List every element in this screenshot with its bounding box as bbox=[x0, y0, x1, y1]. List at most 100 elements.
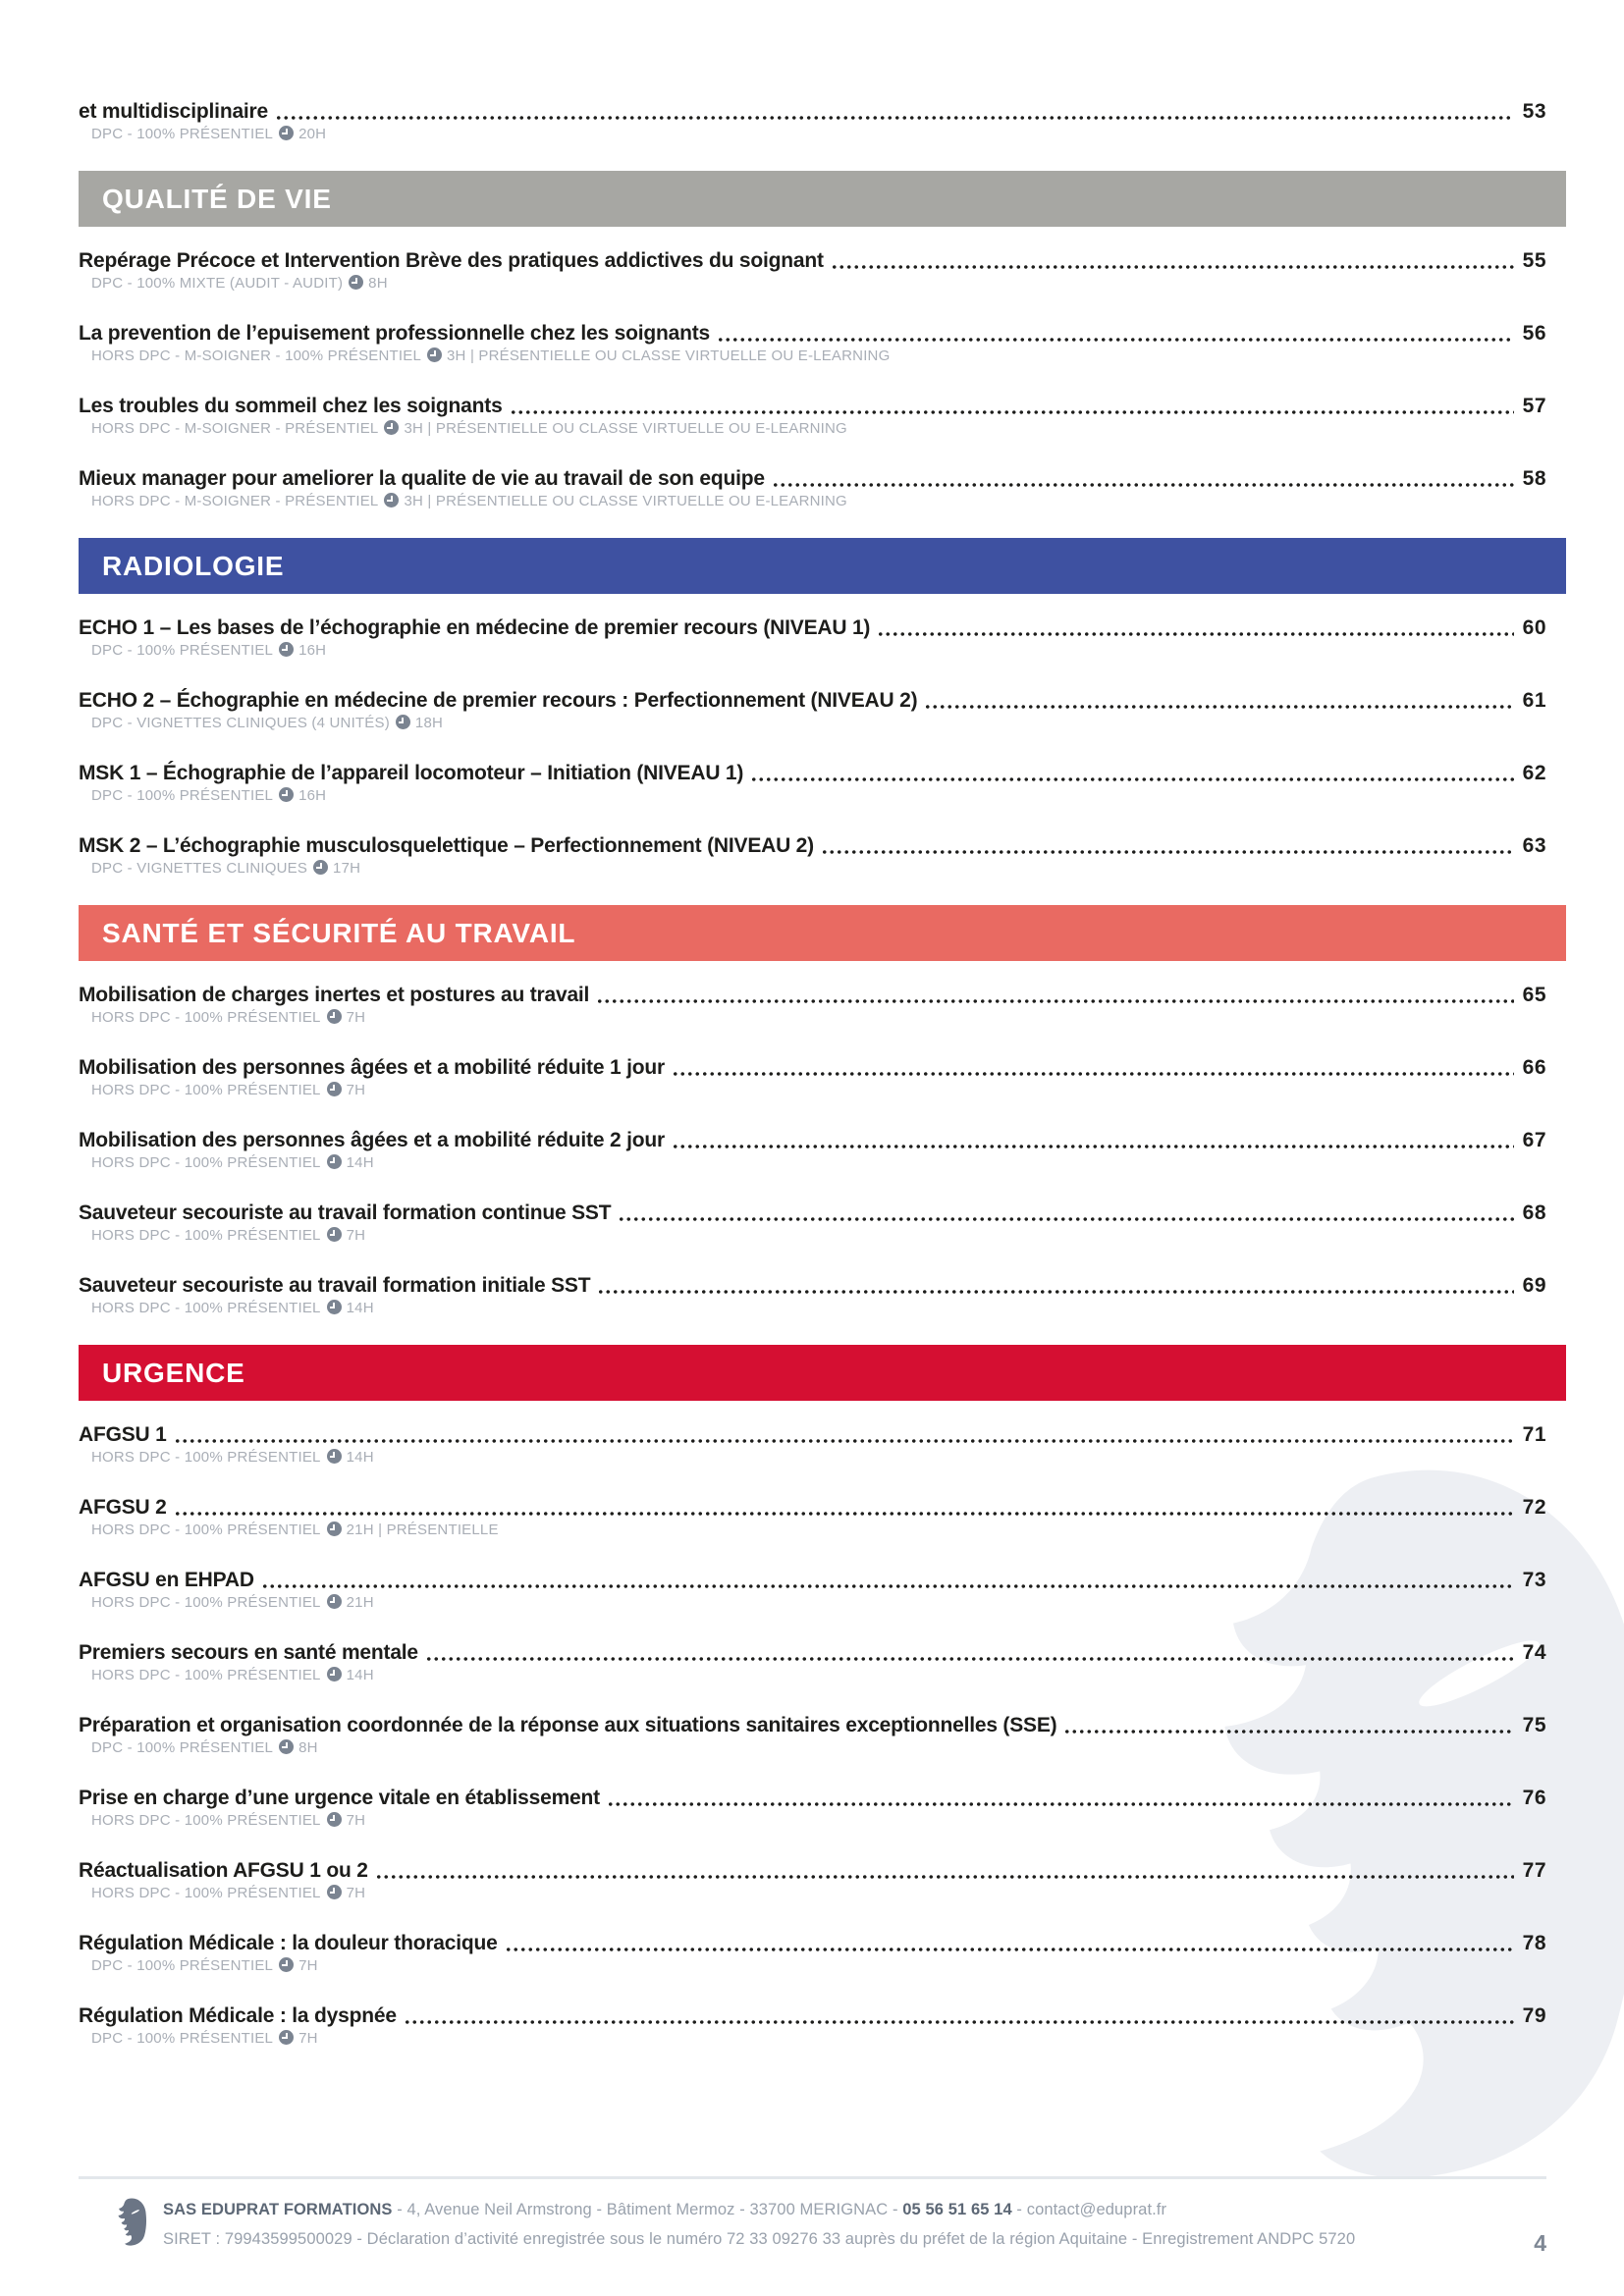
dotted-leader bbox=[830, 247, 1514, 274]
entry-meta: DPC - 100% PRÉSENTIEL 8H bbox=[91, 1739, 1546, 1759]
toc-entry-link[interactable]: AFGSU en EHPAD 73 bbox=[79, 1567, 1546, 1593]
toc-entry-link[interactable]: Les troubles du sommeil chez les soignan… bbox=[79, 393, 1546, 419]
clock-icon bbox=[313, 860, 329, 875]
page-footer: SAS EDUPRAT FORMATIONS - 4, Avenue Neil … bbox=[79, 2176, 1546, 2256]
clock-icon bbox=[326, 1594, 342, 1609]
toc-entry-link[interactable]: ECHO 1 – Les bases de l’échographie en m… bbox=[79, 614, 1546, 641]
entry-title: AFGSU en EHPAD bbox=[79, 1569, 254, 1591]
entry-meta-type: HORS DPC - 100% PRÉSENTIEL bbox=[91, 1300, 321, 1316]
entry-meta-hours: 8H bbox=[298, 1739, 318, 1756]
entry-meta-hours: 8H bbox=[368, 275, 388, 292]
entry-page-number: 57 bbox=[1522, 395, 1546, 417]
toc-entry-link[interactable]: et multidisciplinaire 53 bbox=[79, 98, 1546, 125]
entry-meta-hours: 7H bbox=[346, 1812, 366, 1829]
clock-icon bbox=[279, 1739, 295, 1754]
dotted-leader bbox=[1063, 1712, 1514, 1738]
clock-icon bbox=[326, 1522, 342, 1536]
entry-meta-type: DPC - 100% PRÉSENTIEL bbox=[91, 2030, 274, 2047]
entry-title: AFGSU 1 bbox=[79, 1423, 167, 1446]
entry-page-number: 56 bbox=[1522, 322, 1546, 345]
toc-entry-link[interactable]: Régulation Médicale : la dyspnée 79 bbox=[79, 2002, 1546, 2029]
toc-entry-link[interactable]: La prevention de l’epuisement profession… bbox=[79, 320, 1546, 347]
clock-icon bbox=[279, 2030, 295, 2045]
entry-meta-type: DPC - 100% MIXTE (AUDIT - AUDIT) bbox=[91, 275, 344, 292]
toc-entry: Mobilisation des personnes âgées et a mo… bbox=[79, 1054, 1546, 1101]
entry-meta-hours: 18H bbox=[414, 715, 444, 731]
footer-company-name: SAS EDUPRAT FORMATIONS bbox=[163, 2201, 393, 2218]
entry-title: et multidisciplinaire bbox=[79, 100, 269, 123]
section-header-radiologie: RADIOLOGIE bbox=[79, 538, 1566, 594]
entry-meta-extra: | PRÉSENTIELLE OU CLASSE VIRTUELLE OU E-… bbox=[465, 347, 891, 364]
entry-meta: DPC - 100% PRÉSENTIEL 16H bbox=[91, 787, 1546, 807]
toc-entry-link[interactable]: Prise en charge d’une urgence vitale en … bbox=[79, 1785, 1546, 1811]
clock-icon bbox=[279, 787, 295, 802]
toc-entry-link[interactable]: Mobilisation de charges inertes et postu… bbox=[79, 982, 1546, 1008]
toc-entry-link[interactable]: Repérage Précoce et Intervention Brève d… bbox=[79, 247, 1546, 274]
footer-line1: SAS EDUPRAT FORMATIONS - 4, Avenue Neil … bbox=[163, 2201, 1167, 2218]
entry-meta: HORS DPC - M-SOIGNER - 100% PRÉSENTIEL 3H… bbox=[91, 347, 1546, 367]
toc-entry-link[interactable]: Sauveteur secouriste au travail formatio… bbox=[79, 1200, 1546, 1226]
entry-meta-hours: 7H bbox=[346, 1885, 366, 1901]
toc-entry-link[interactable]: AFGSU 1 71 bbox=[79, 1421, 1546, 1448]
toc-entry-link[interactable]: Régulation Médicale : la douleur thoraci… bbox=[79, 1930, 1546, 1956]
entry-meta: HORS DPC - 100% PRÉSENTIEL 7H bbox=[91, 1082, 1546, 1101]
toc-entry: MSK 1 – Échographie de l’appareil locomo… bbox=[79, 760, 1546, 807]
entry-page-number: 78 bbox=[1522, 1932, 1546, 1954]
footer-line2: SIRET : 79943599500029 - Déclaration d’a… bbox=[163, 2230, 1356, 2248]
entry-title: La prevention de l’epuisement profession… bbox=[79, 322, 711, 345]
toc-entry-link[interactable]: ECHO 2 – Échographie en médecine de prem… bbox=[79, 687, 1546, 714]
dotted-leader bbox=[820, 832, 1514, 859]
toc-entry: Régulation Médicale : la dyspnée 79 DPC - … bbox=[79, 2002, 1546, 2050]
toc-entry-link[interactable]: Mieux manager pour ameliorer la qualite … bbox=[79, 465, 1546, 492]
entry-page-number: 69 bbox=[1522, 1274, 1546, 1297]
entry-meta-extra: | PRÉSENTIELLE OU CLASSE VIRTUELLE OU E-… bbox=[423, 420, 847, 437]
entry-meta-type: DPC - 100% PRÉSENTIEL bbox=[91, 1739, 274, 1756]
dotted-leader bbox=[771, 465, 1514, 492]
toc-entry-link[interactable]: Réactualisation AFGSU 1 ou 2 77 bbox=[79, 1857, 1546, 1884]
toc-entry-link[interactable]: Préparation et organisation coordonnée d… bbox=[79, 1712, 1546, 1738]
entry-page-number: 58 bbox=[1522, 467, 1546, 490]
dotted-leader bbox=[596, 982, 1514, 1008]
toc-entry-link[interactable]: Mobilisation des personnes âgées et a mo… bbox=[79, 1127, 1546, 1153]
entry-meta-type: DPC - VIGNETTES CLINIQUES (4 UNITÉS) bbox=[91, 715, 390, 731]
entry-meta: HORS DPC - 100% PRÉSENTIEL 14H bbox=[91, 1449, 1546, 1468]
dotted-leader bbox=[597, 1272, 1514, 1299]
section-header-sante-et-securite-au-travail: SANTÉ ET SÉCURITÉ AU TRAVAIL bbox=[79, 905, 1566, 961]
toc-entry-link[interactable]: Mobilisation des personnes âgées et a mo… bbox=[79, 1054, 1546, 1081]
entry-meta-type: DPC - 100% PRÉSENTIEL bbox=[91, 642, 274, 659]
toc-entry: ECHO 1 – Les bases de l’échographie en m… bbox=[79, 614, 1546, 662]
entry-meta-hours: 7H bbox=[346, 1227, 366, 1244]
entry-meta-type: HORS DPC - 100% PRÉSENTIEL bbox=[91, 1082, 321, 1098]
entry-meta-type: DPC - 100% PRÉSENTIEL bbox=[91, 126, 274, 142]
toc-entry-link[interactable]: MSK 1 – Échographie de l’appareil locomo… bbox=[79, 760, 1546, 786]
entry-title: Les troubles du sommeil chez les soignan… bbox=[79, 395, 503, 417]
entry-meta-hours: 3H bbox=[404, 420, 424, 437]
entry-meta-hours: 16H bbox=[298, 642, 327, 659]
entry-meta-type: HORS DPC - M-SOIGNER - 100% PRÉSENTIEL bbox=[91, 347, 421, 364]
page-number: 4 bbox=[1534, 2230, 1546, 2256]
entry-title: Mobilisation de charges inertes et postu… bbox=[79, 984, 590, 1006]
toc-entry-link[interactable]: MSK 2 – L’échographie musculosquelettiqu… bbox=[79, 832, 1546, 859]
entry-page-number: 77 bbox=[1522, 1859, 1546, 1882]
section-header-urgence: URGENCE bbox=[79, 1345, 1566, 1401]
clock-icon bbox=[326, 1227, 342, 1242]
entry-meta-hours: 16H bbox=[298, 787, 327, 804]
entry-page-number: 76 bbox=[1522, 1787, 1546, 1809]
clock-icon bbox=[326, 1885, 342, 1899]
eduprat-dolphin-logo-icon bbox=[118, 2198, 147, 2246]
toc-entry: Premiers secours en santé mentale 74 HORS… bbox=[79, 1639, 1546, 1686]
toc-entry-link[interactable]: Sauveteur secouriste au travail formatio… bbox=[79, 1272, 1546, 1299]
dotted-leader bbox=[424, 1639, 1514, 1666]
clock-icon bbox=[427, 347, 442, 362]
entry-title: Mobilisation des personnes âgées et a mo… bbox=[79, 1129, 665, 1151]
entry-meta: HORS DPC - 100% PRÉSENTIEL 14H bbox=[91, 1154, 1546, 1174]
entry-meta-extra: | PRÉSENTIELLE bbox=[373, 1522, 499, 1538]
entry-page-number: 72 bbox=[1522, 1496, 1546, 1519]
toc-entry: AFGSU 1 71 HORS DPC - 100% PRÉSENTIEL 14H bbox=[79, 1421, 1546, 1468]
entry-title: Premiers secours en santé mentale bbox=[79, 1641, 418, 1664]
entry-meta-type: HORS DPC - 100% PRÉSENTIEL bbox=[91, 1227, 321, 1244]
toc-entry-link[interactable]: Premiers secours en santé mentale 74 bbox=[79, 1639, 1546, 1666]
toc-entry-link[interactable]: AFGSU 2 72 bbox=[79, 1494, 1546, 1521]
entry-meta: HORS DPC - M-SOIGNER - PRÉSENTIEL 3H | PR… bbox=[91, 420, 1546, 440]
entry-meta-hours: 14H bbox=[346, 1300, 374, 1316]
